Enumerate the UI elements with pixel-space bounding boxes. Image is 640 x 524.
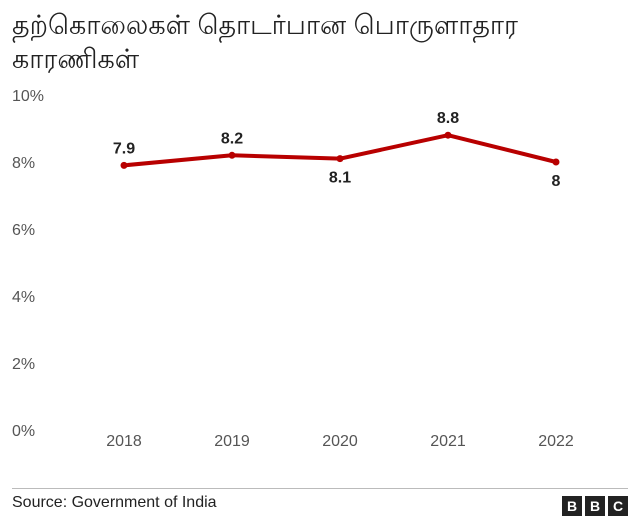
data-point	[120, 161, 128, 169]
data-point	[444, 131, 452, 139]
data-point	[228, 151, 236, 159]
data-label: 7.9	[113, 140, 135, 157]
footer-divider	[12, 488, 628, 489]
data-label: 8.1	[329, 170, 351, 187]
y-tick-label: 4%	[12, 289, 35, 306]
y-tick-label: 8%	[12, 155, 35, 172]
x-tick-label: 2021	[430, 433, 466, 450]
x-tick-label: 2022	[538, 433, 574, 450]
logo-letter: C	[608, 496, 628, 516]
logo-letter: B	[562, 496, 582, 516]
y-tick-label: 0%	[12, 423, 35, 440]
data-point	[336, 155, 344, 163]
data-point	[552, 158, 560, 166]
source-note: Source: Government of India	[12, 494, 217, 511]
x-tick-label: 2019	[214, 433, 250, 450]
data-label: 8	[552, 173, 561, 190]
data-label: 8.8	[437, 110, 459, 127]
chart-title: தற்கொலைகள் தொடர்பான பொருளாதார காரணிகள்	[12, 10, 518, 74]
data-label: 8.2	[221, 130, 243, 147]
logo-letter: B	[585, 496, 605, 516]
y-tick-label: 10%	[12, 88, 44, 105]
y-tick-label: 2%	[12, 356, 35, 373]
x-tick-label: 2018	[106, 433, 142, 450]
y-tick-label: 6%	[12, 222, 35, 239]
line-chart: 0% 2% 4% 6% 8% 10% 2018 2019 2020 2021 2022 7.9 8.2 8…	[12, 88, 574, 450]
bbc-logo: B B C	[562, 496, 628, 516]
x-tick-label: 2020	[322, 433, 358, 450]
